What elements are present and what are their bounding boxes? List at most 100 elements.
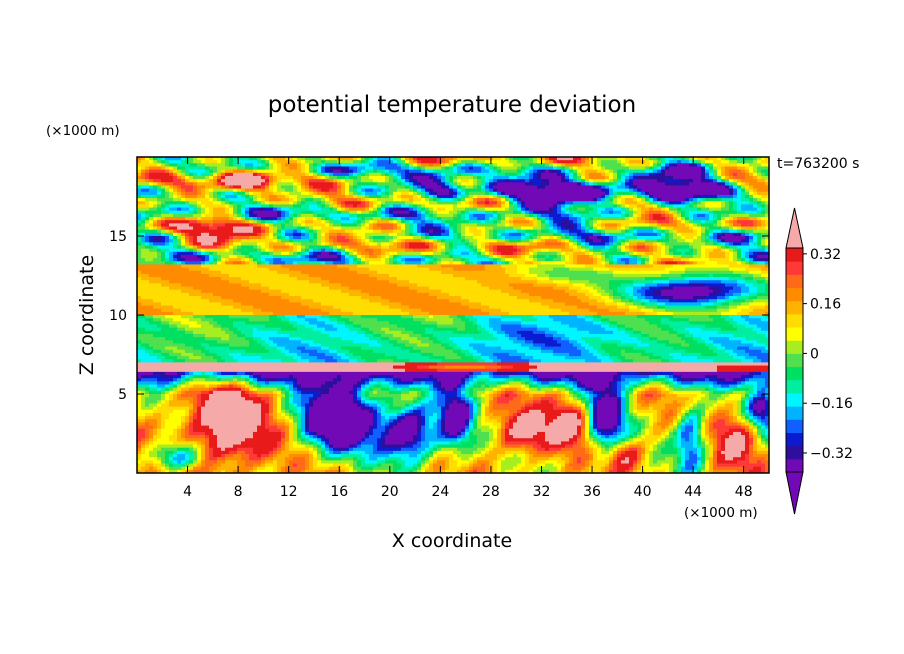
contour-cell	[285, 157, 290, 161]
contour-cell	[621, 160, 626, 164]
contour-cell	[601, 220, 606, 224]
contour-cell	[617, 172, 622, 177]
contour-cell	[529, 207, 534, 212]
contour-cell	[557, 217, 562, 221]
contour-cell	[581, 188, 586, 193]
contour-cell	[541, 201, 546, 205]
contour-cell	[605, 175, 610, 180]
contour-cell	[237, 207, 242, 212]
contour-cell	[685, 220, 690, 224]
contour-cell	[409, 163, 414, 168]
contour-cell	[757, 188, 762, 193]
contour-cell	[169, 160, 174, 164]
contour-cell	[485, 210, 490, 215]
contour-cell	[405, 201, 410, 205]
contour-cell	[341, 185, 346, 190]
contour-cell	[549, 198, 554, 202]
contour-cell	[457, 160, 462, 164]
contour-cell	[281, 213, 286, 218]
contour-cell	[449, 163, 454, 168]
contour-cell	[749, 188, 754, 193]
contour-cell	[457, 191, 462, 196]
contour-cell	[365, 182, 370, 187]
contour-cell	[713, 182, 718, 187]
contour-cell	[249, 169, 254, 174]
contour-cell	[653, 182, 658, 187]
contour-cell	[173, 169, 178, 174]
contour-cell	[705, 172, 710, 177]
contour-cell	[625, 204, 630, 209]
contour-cell	[145, 166, 150, 171]
contour-cell	[741, 210, 746, 215]
contour-cell	[185, 172, 190, 177]
contour-cell	[441, 204, 446, 209]
contour-cell	[157, 188, 162, 193]
contour-cell	[581, 163, 586, 168]
contour-cell	[497, 207, 502, 212]
contour-cell	[349, 185, 354, 190]
contour-cell	[525, 210, 530, 215]
contour-cell	[633, 182, 638, 187]
contour-cell	[433, 185, 438, 190]
contour-cell	[357, 213, 362, 218]
contour-cell	[589, 163, 594, 168]
contour-cell	[425, 172, 430, 177]
contour-cell	[629, 175, 634, 180]
contour-cell	[693, 198, 698, 202]
contour-cell	[613, 194, 618, 199]
contour-cell	[445, 210, 450, 215]
contour-cell	[321, 188, 326, 193]
contour-cell	[265, 182, 270, 187]
contour-cell	[477, 185, 482, 190]
contour-cell	[665, 207, 670, 212]
contour-cell	[401, 163, 406, 168]
contour-cell	[145, 172, 150, 177]
contour-cell	[461, 194, 466, 199]
contour-cell	[305, 169, 310, 174]
contour-cell	[621, 172, 626, 177]
contour-cell	[217, 175, 222, 180]
contour-cell	[561, 157, 566, 161]
contour-cell	[341, 207, 346, 212]
contour-cell	[153, 172, 158, 177]
contour-cell	[505, 182, 510, 187]
contour-cell	[601, 188, 606, 193]
contour-cell	[729, 213, 734, 218]
contour-cell	[313, 172, 318, 177]
contour-cell	[593, 207, 598, 212]
contour-cell	[369, 210, 374, 215]
contour-cell	[561, 201, 566, 205]
contour-cell	[685, 185, 690, 190]
contour-cell	[409, 166, 414, 171]
contour-cell	[381, 194, 386, 199]
contour-cell	[633, 207, 638, 212]
contour-cell	[457, 217, 462, 221]
contour-cell	[149, 191, 154, 196]
contour-cell	[261, 175, 266, 180]
contour-cell	[677, 207, 682, 212]
contour-cell	[501, 194, 506, 199]
contour-cell	[145, 175, 150, 180]
contour-cell	[457, 169, 462, 174]
contour-cell	[493, 194, 498, 199]
contour-cell	[497, 198, 502, 202]
contour-cell	[445, 179, 450, 183]
contour-cell	[393, 157, 398, 161]
contour-cell	[557, 160, 562, 164]
contour-cell	[437, 207, 442, 212]
contour-cell	[449, 194, 454, 199]
contour-cell	[293, 213, 298, 218]
contour-cell	[389, 217, 394, 221]
contour-cell	[369, 172, 374, 177]
contour-cell	[649, 175, 654, 180]
contour-cell	[301, 217, 306, 221]
contour-cell	[197, 166, 202, 171]
contour-cell	[293, 157, 298, 161]
contour-cell	[237, 163, 242, 168]
contour-cell	[369, 220, 374, 224]
contour-cell	[181, 204, 186, 209]
contour-cell	[661, 191, 666, 196]
contour-cell	[605, 194, 610, 199]
contour-cell	[249, 188, 254, 193]
contour-cell	[765, 198, 769, 202]
